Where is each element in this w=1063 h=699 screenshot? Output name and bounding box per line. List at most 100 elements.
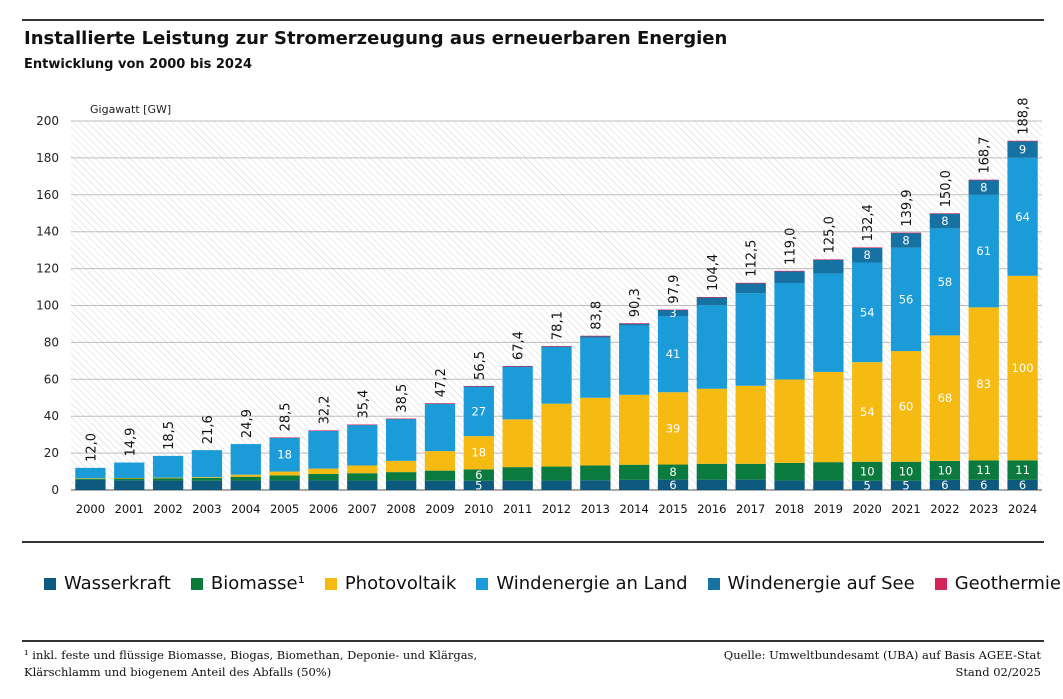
bar-segment (308, 473, 339, 481)
y-tick-label: 120 (36, 262, 59, 276)
bar-segment (929, 460, 961, 480)
bar-segment (657, 309, 689, 317)
bar-segment (657, 309, 689, 311)
bar-stack (735, 282, 766, 490)
legend-top-rule (22, 541, 1044, 543)
segment-value-label: 60 (899, 399, 914, 413)
x-tick-label: 2006 (309, 502, 338, 516)
bar-stack (657, 309, 689, 490)
x-tick-label: 2018 (775, 502, 804, 516)
bar-segment (385, 472, 417, 481)
segment-value-label: 5 (475, 478, 482, 492)
bar-segment (735, 293, 766, 386)
bar-segment (347, 465, 378, 474)
x-tick-label: 2016 (697, 502, 726, 516)
bar-segment (619, 323, 650, 324)
segment-value-label: 6 (1019, 478, 1026, 492)
bar-segment (385, 460, 417, 473)
bar-segment (385, 480, 417, 490)
bar-segment (735, 283, 766, 294)
segment-value-label: 41 (666, 347, 681, 361)
bar-segment (890, 480, 922, 490)
bar-segment (696, 479, 728, 490)
top-rule (22, 19, 1044, 21)
bar-segment (735, 282, 766, 284)
source-block: Quelle: Umweltbundesamt (UBA) auf Basis … (724, 647, 1041, 681)
legend-item-wind-see: Windenergie auf See (707, 573, 915, 594)
bar-segment (424, 480, 456, 490)
bar-segment (269, 475, 300, 481)
bar-segment (502, 419, 533, 468)
total-value-label: 67,4 (512, 331, 527, 360)
segment-value-label: 8 (669, 465, 676, 479)
bar-segment (502, 366, 533, 420)
bar-segment (813, 259, 844, 274)
bar-stack (774, 270, 805, 490)
x-tick-label: 2020 (853, 502, 882, 516)
bar-segment (463, 386, 494, 437)
bar-stack (1007, 140, 1038, 490)
bar-segment (541, 347, 572, 404)
bar-segment (657, 464, 689, 480)
bar-segment (657, 479, 689, 490)
bar-segment (502, 480, 533, 490)
legend-item-wasserkraft: Wasserkraft (44, 573, 171, 594)
legend-label: Biomasse¹ (210, 573, 305, 594)
total-value-label: 12,0 (84, 433, 99, 462)
y-tick-label: 100 (36, 299, 59, 313)
bar-segment (852, 362, 883, 462)
legend-label: Photovoltaik (344, 573, 457, 594)
source-text: Quelle: Umweltbundesamt (UBA) auf Basis … (723, 648, 1041, 662)
bar-segment (463, 385, 494, 387)
bar-segment (774, 282, 805, 380)
bar-segment (580, 397, 611, 466)
segment-value-label: 10 (899, 464, 914, 478)
bar-stack (696, 297, 728, 490)
segment-value-label: 8 (864, 248, 871, 262)
bar-segment (269, 471, 300, 476)
bar-segment (75, 467, 106, 479)
stand-text: Stand 02/2025 (955, 665, 1041, 679)
bar-segment (774, 379, 805, 463)
bar-segment (541, 346, 572, 347)
bar-segment (269, 480, 300, 490)
bar-segment (968, 194, 999, 308)
y-tick-label: 80 (44, 335, 59, 349)
total-value-label: 24,9 (240, 409, 255, 438)
total-value-label: 188,8 (1017, 98, 1032, 135)
bar-segment (619, 394, 650, 465)
bar-segment (1007, 157, 1038, 276)
bar-segment (269, 437, 300, 439)
bar-segment (580, 465, 611, 481)
bar-segment (968, 479, 999, 490)
segment-value-label: 5 (902, 478, 909, 492)
bar-segment (580, 336, 611, 338)
bar-stack (230, 444, 261, 490)
x-tick-label: 2011 (503, 502, 532, 516)
segment-value-label: 6 (475, 468, 482, 482)
bar-segment (813, 273, 844, 372)
bar-segment (929, 213, 961, 214)
bar-segment (308, 468, 339, 474)
bar-segment (502, 366, 533, 367)
bar-segment (1007, 141, 1038, 158)
legend-swatch (707, 577, 720, 590)
y-axis-label: Gigawatt [GW] (90, 103, 171, 116)
total-value-label: 21,6 (201, 415, 216, 444)
bar-segment (774, 480, 805, 490)
bar-segment (230, 474, 261, 477)
bar-segment (852, 480, 883, 490)
y-tick-label: 60 (44, 372, 59, 386)
legend-label: Windenergie an Land (496, 573, 688, 594)
bar-segment (696, 305, 728, 389)
x-tick-label: 2004 (231, 502, 260, 516)
chart-subtitle: Entwicklung von 2000 bis 2024 (24, 57, 253, 72)
bar-stack (114, 462, 145, 490)
x-tick-label: 2000 (76, 502, 105, 516)
bar-segment (308, 480, 339, 490)
segment-value-label: 61 (976, 244, 991, 258)
bar-segment (502, 366, 533, 367)
x-tick-label: 2019 (814, 502, 843, 516)
segment-value-label: 10 (938, 463, 953, 477)
bar-segment (852, 247, 883, 248)
